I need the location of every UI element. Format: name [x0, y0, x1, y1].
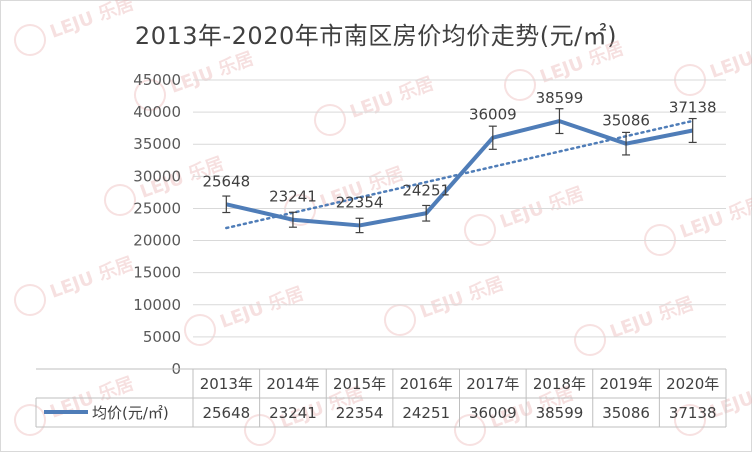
y-tick-label: 25000 [133, 199, 181, 217]
watermark-logo: LEJU 乐居 [14, 253, 137, 316]
watermark-circle [454, 414, 486, 446]
error-bar [555, 108, 564, 135]
watermark-logo: LEJU 乐居 [674, 33, 752, 96]
legend-label: 均价(元/㎡) [92, 404, 169, 422]
data-label: 37138 [669, 98, 717, 116]
error-bar [688, 117, 697, 144]
data-label: 25648 [202, 172, 250, 190]
watermark-logo: LEJU 乐居 [574, 293, 697, 356]
watermark-logo: LEJU 乐居 [644, 193, 752, 256]
watermark-logo: LEJU 乐居 [384, 273, 507, 336]
x-tick-label: 2020年 [666, 375, 719, 393]
watermark-text: LEJU 乐居 [707, 33, 752, 83]
error-bar [622, 131, 631, 156]
table-value-cell: 23241 [269, 404, 317, 422]
error-bar [288, 211, 297, 228]
watermark-circle [184, 314, 216, 346]
watermark-text: LEJU 乐居 [47, 0, 136, 43]
watermark-logo: LEJU 乐居 [314, 73, 437, 136]
data-label: 35086 [602, 112, 650, 130]
y-tick-label: 40000 [133, 103, 181, 121]
x-tick-label: 2016年 [400, 375, 453, 393]
data-table: 2013年 25648 2014年 23241 2015年 22354 2016年 24251… [35, 368, 727, 428]
error-bar [355, 217, 364, 234]
watermark-text: LEJU 乐居 [677, 193, 752, 243]
y-tick-label: 45000 [133, 71, 181, 89]
x-tick-label: 2017年 [466, 375, 519, 393]
watermark-text: LEJU 乐居 [217, 283, 306, 333]
table-value-cell: 36009 [469, 404, 517, 422]
error-bar [222, 195, 231, 214]
watermark-text: LEJU 乐居 [47, 253, 136, 303]
error-bar [422, 204, 431, 222]
watermark-circle [14, 284, 46, 316]
watermark-logo: LEJU 乐居 [14, 0, 137, 56]
y-tick-label: 35000 [133, 135, 181, 153]
data-label: 24251 [402, 181, 450, 199]
watermark-circle [464, 214, 496, 246]
table-value-cell: 37138 [669, 404, 717, 422]
watermark-circle [674, 64, 706, 96]
y-tick-label: 30000 [133, 167, 181, 185]
x-tick-label: 2019年 [599, 375, 652, 393]
table-value-cell: 35086 [602, 404, 650, 422]
watermark-text: LEJU 乐居 [417, 273, 506, 323]
watermark-circle [14, 404, 46, 436]
y-axis: 0500010000150002000025000300003500040000… [133, 71, 181, 378]
data-label: 22354 [336, 193, 384, 211]
watermark-circle [574, 324, 606, 356]
watermark-circle [134, 79, 166, 111]
watermark-circle [644, 224, 676, 256]
data-label: 36009 [469, 106, 517, 124]
watermark-logo: LEJU 乐居 [464, 183, 587, 246]
error-bars [222, 108, 697, 234]
series-line [225, 119, 694, 228]
watermark-circle [314, 104, 346, 136]
watermark-circle [14, 24, 46, 56]
x-tick-label: 2015年 [333, 375, 386, 393]
x-tick-label: 2013年 [200, 375, 253, 393]
watermark-circle [674, 404, 706, 436]
table-value-cell: 38599 [536, 404, 584, 422]
watermark-text: LEJU 乐居 [347, 73, 436, 123]
chart-title: 2013年-2020年市南区房价均价走势(元/㎡) [134, 22, 618, 50]
y-tick-label: 10000 [133, 296, 181, 314]
watermark-circle [244, 414, 276, 446]
watermark-circle [384, 304, 416, 336]
table-value-cell: 22354 [336, 404, 384, 422]
watermark-text: LEJU 乐居 [607, 293, 696, 343]
error-bar [488, 125, 497, 150]
series-line-layer [225, 119, 694, 228]
watermark-circle [504, 69, 536, 101]
y-tick-label: 5000 [143, 328, 181, 346]
table-value-cell: 24251 [402, 404, 450, 422]
x-tick-label: 2014年 [266, 375, 319, 393]
watermark-circle [104, 184, 136, 216]
x-tick-label: 2018年 [533, 375, 586, 393]
y-tick-label: 20000 [133, 232, 181, 250]
y-tick-label: 15000 [133, 264, 181, 282]
table-value-cell: 25648 [202, 404, 250, 422]
data-label: 23241 [269, 188, 317, 206]
data-label: 38599 [536, 89, 584, 107]
watermark-logo: LEJU 乐居 [184, 283, 307, 346]
data-labels: 25648 23241 22354 24251 36009 38599 35086 37138 [202, 89, 716, 211]
